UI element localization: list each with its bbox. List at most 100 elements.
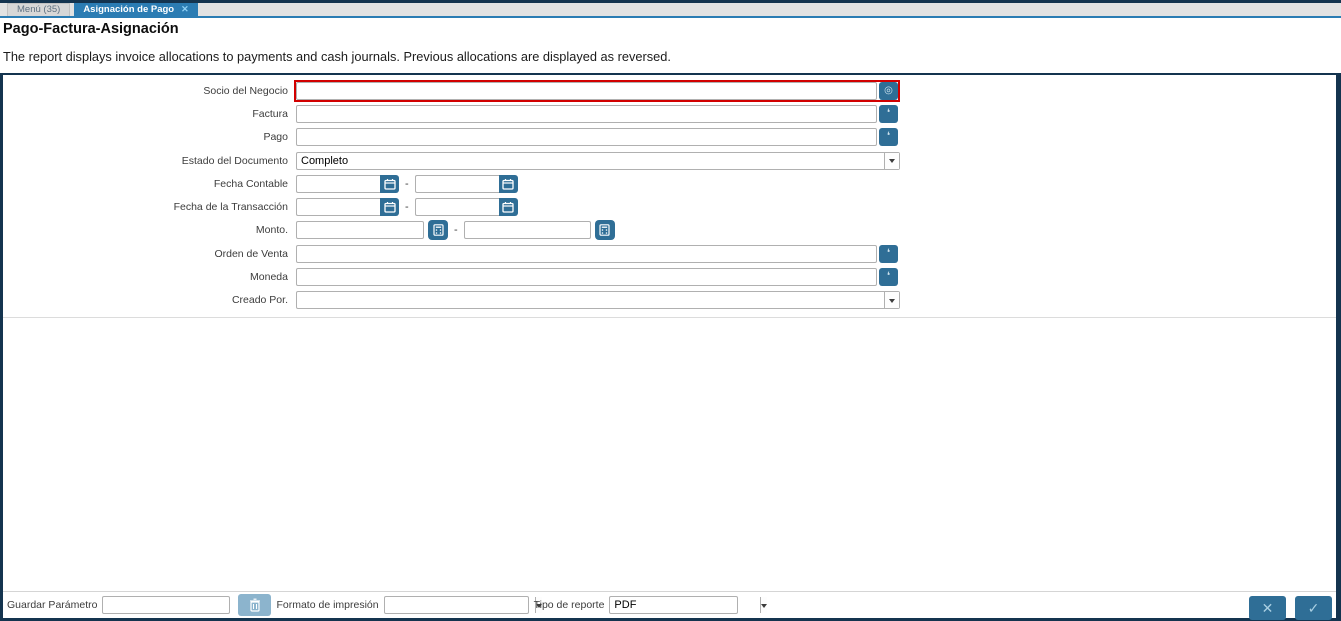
report-type-label: Tipo de reporte [533, 599, 605, 611]
moneda-lookup-button[interactable]: ❛ [879, 268, 898, 287]
fecha-contable-to [414, 174, 518, 193]
field-label: Estado del Documento [181, 154, 288, 167]
save-parameter-combobox[interactable] [102, 596, 261, 614]
page-title: Pago-Factura-Asignación [3, 21, 179, 37]
lookup-icon: ❛ [886, 271, 891, 283]
confirm-check-icon: ✓ [1307, 599, 1320, 616]
field-row-factura: Factura ❛ [3, 102, 1336, 125]
tab-bar: Menú (35) Asignación de Pago ✕ [0, 3, 1341, 18]
save-parameter-label: Guardar Parámetro [7, 599, 98, 611]
combobox-dropdown-button[interactable] [884, 152, 899, 169]
fecha-contable-to-input[interactable] [414, 174, 499, 193]
tab-menu-label: Menú (35) [17, 4, 61, 16]
field-row-orden-de-venta: Orden de Venta ❛ [3, 242, 1336, 265]
lookup-icon: ❛ [886, 107, 891, 119]
field-row-creado-por: Creado Por. [3, 289, 1336, 312]
monto-from-input[interactable] [296, 221, 424, 240]
estado-del-documento-combobox[interactable] [296, 151, 900, 170]
socio-del-negocio-lookup-button[interactable]: ◎ [879, 81, 898, 100]
factura-lookup-button[interactable]: ❛ [879, 104, 898, 123]
field-row-fecha-de-la-transaccion: Fecha de la Transacción - [3, 195, 1336, 218]
monto-to-calculator-button[interactable] [594, 220, 615, 241]
tab-asignacion-label: Asignación de Pago [83, 3, 175, 15]
fecha-transaccion-from-input[interactable] [296, 198, 380, 217]
field-label: Factura [252, 107, 288, 120]
field-row-fecha-contable: Fecha Contable - [3, 172, 1336, 195]
field-label: Monto. [255, 224, 288, 237]
field-label: Moneda [250, 271, 288, 284]
tab-close-icon[interactable]: ✕ [181, 4, 189, 14]
orden-de-venta-input[interactable] [296, 244, 877, 263]
field-label: Orden de Venta [214, 247, 288, 260]
print-format-label: Formato de impresión [276, 599, 379, 611]
tab-asignacion-de-pago[interactable]: Asignación de Pago ✕ [74, 3, 198, 16]
save-parameter-value[interactable] [103, 597, 254, 613]
field-row-estado-del-documento: Estado del Documento [3, 149, 1336, 172]
field-row-socio-del-negocio: Socio del Negocio ◎ [3, 79, 1336, 102]
record-circle-icon: ◎ [884, 84, 893, 96]
field-label: Creado Por. [231, 294, 288, 307]
process-footer-bar: Guardar Parámetro Formato de impresión T… [3, 591, 1336, 620]
range-separator: - [405, 177, 409, 190]
field-label: Fecha Contable [213, 177, 288, 190]
calendar-icon [383, 178, 396, 190]
calculator-icon [432, 224, 444, 237]
pago-lookup-button[interactable]: ❛ [879, 128, 898, 147]
tab-menu[interactable]: Menú (35) [7, 3, 71, 16]
orden-de-venta-lookup-button[interactable]: ❛ [879, 244, 898, 263]
fecha-transaccion-from-calendar-button[interactable] [380, 198, 399, 217]
socio-del-negocio-input[interactable] [296, 81, 877, 100]
calendar-icon [383, 202, 396, 213]
calendar-icon [502, 202, 514, 213]
lookup-icon: ❛ [886, 131, 891, 143]
field-row-pago: Pago ❛ [3, 126, 1336, 149]
calendar-icon [502, 178, 514, 190]
cancel-button[interactable]: ✕ [1249, 596, 1286, 620]
range-separator: - [454, 224, 458, 237]
moneda-input[interactable] [296, 268, 877, 287]
field-row-moneda: Moneda ❛ [3, 265, 1336, 288]
print-format-combobox[interactable] [383, 596, 542, 614]
creado-por-value[interactable] [297, 292, 884, 309]
estado-del-documento-value[interactable] [297, 152, 884, 169]
delete-parameter-button[interactable] [238, 594, 272, 616]
fecha-transaccion-to [414, 198, 518, 217]
field-row-monto: Monto. - [3, 219, 1336, 242]
pago-input[interactable] [296, 128, 877, 147]
fecha-transaccion-from [296, 198, 399, 217]
fecha-contable-from [296, 174, 399, 193]
calculator-icon [599, 224, 610, 237]
chevron-down-icon [761, 603, 768, 611]
trash-icon [249, 598, 260, 612]
fecha-contable-from-input[interactable] [296, 174, 380, 193]
panel-divider [3, 316, 1336, 318]
mandatory-highlight-border: ◎ [294, 79, 900, 102]
print-format-value[interactable] [384, 597, 535, 613]
combobox-dropdown-button[interactable] [760, 597, 768, 613]
fecha-contable-from-calendar-button[interactable] [380, 174, 399, 193]
cancel-x-icon: ✕ [1261, 599, 1274, 616]
range-separator: - [405, 201, 409, 214]
factura-input[interactable] [296, 104, 877, 123]
field-label: Pago [263, 131, 288, 144]
fecha-transaccion-to-calendar-button[interactable] [498, 198, 518, 217]
report-type-combobox[interactable] [609, 596, 768, 614]
parameter-panel: Socio del Negocio ◎ Factura ❛ Pago ❛ [0, 73, 1341, 621]
process-header: Pago-Factura-Asignación The report displ… [0, 18, 1341, 64]
monto-to-input[interactable] [463, 221, 591, 240]
fecha-transaccion-to-input[interactable] [414, 198, 499, 217]
window-top-border [0, 0, 1341, 3]
combobox-dropdown-button[interactable] [534, 597, 542, 613]
parameter-rows: Socio del Negocio ◎ Factura ❛ Pago ❛ [3, 75, 1336, 312]
report-type-value[interactable] [610, 597, 761, 613]
creado-por-combobox[interactable] [296, 291, 900, 310]
combobox-dropdown-button[interactable] [884, 292, 899, 309]
field-label: Fecha de la Transacción [173, 201, 288, 214]
fecha-contable-to-calendar-button[interactable] [498, 174, 518, 193]
monto-from-calculator-button[interactable] [428, 220, 448, 241]
chevron-down-icon [889, 298, 895, 306]
lookup-icon: ❛ [886, 247, 891, 259]
confirm-button[interactable]: ✓ [1295, 596, 1332, 620]
process-description: The report displays invoice allocations … [3, 49, 671, 64]
chevron-down-icon [889, 159, 895, 166]
